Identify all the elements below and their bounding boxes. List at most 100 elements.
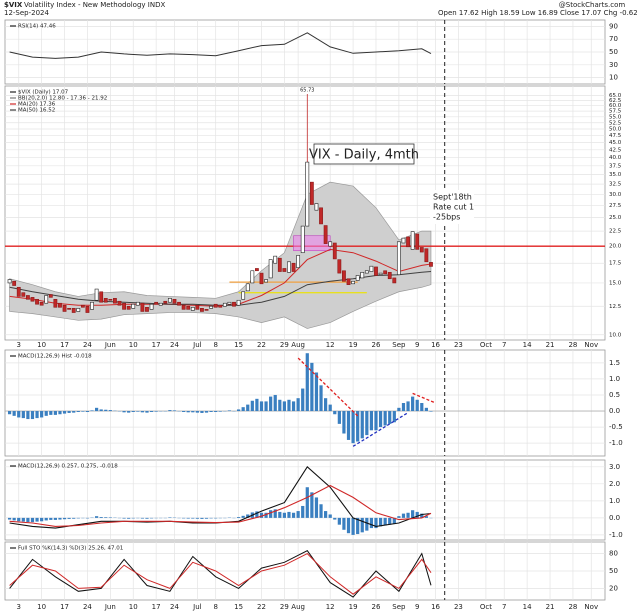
histogram-bar [369, 411, 374, 431]
histogram-bar [337, 411, 341, 424]
x-tick-label: 17 [60, 603, 69, 611]
candle [328, 241, 333, 247]
histogram-bar [374, 517, 378, 529]
histogram-bar [200, 517, 204, 519]
histogram-bar [186, 517, 190, 519]
histogram-bar [333, 411, 337, 415]
annotation: Rate cut 1 [433, 203, 474, 212]
y-tick-label: 55.0 [609, 114, 622, 120]
candle [250, 270, 255, 284]
candle [268, 259, 273, 279]
y-tick-label: 30.0 [609, 192, 622, 198]
candle [277, 257, 282, 272]
legend-entry: $VIX (Daily) 17.07 [18, 90, 69, 96]
y-tick-label: 10.0 [609, 332, 622, 338]
histogram-bar [429, 411, 433, 412]
x-tick-label: 10 [129, 341, 138, 349]
x-tick-label: 7 [502, 603, 506, 611]
x-tick-label: 24 [83, 341, 92, 349]
candle [296, 255, 301, 268]
candle [58, 302, 62, 308]
histogram-bar [378, 517, 383, 527]
x-tick-label: 8 [213, 603, 217, 611]
x-tick-label: Nov [584, 341, 598, 349]
x-tick-label: 8 [213, 341, 217, 349]
x-tick-label: 21 [546, 603, 555, 611]
histogram-bar [342, 411, 346, 434]
y-tick-label: 27.5 [609, 203, 622, 209]
bollinger-band [9, 181, 432, 329]
histogram-bar [388, 411, 392, 424]
x-tick-label: 29 [280, 341, 289, 349]
y-tick-label: -1.0 [609, 531, 623, 539]
y-tick-label: 1.0 [609, 375, 620, 383]
x-tick-label: Jul [192, 603, 202, 611]
histogram-bar [104, 409, 108, 412]
histogram-bar [209, 517, 213, 519]
histogram-bar [149, 411, 154, 412]
x-tick-label: 3 [17, 603, 21, 611]
candle [309, 181, 314, 205]
trend-line [297, 357, 359, 417]
histogram-bar [246, 514, 250, 518]
histogram-bar [264, 512, 268, 518]
histogram-bar [301, 505, 305, 518]
candle [305, 161, 310, 227]
y-tick-label: 50 [609, 567, 618, 575]
histogram-bar [406, 512, 410, 518]
histogram-bar [278, 511, 282, 518]
candle [122, 302, 126, 310]
histogram-bar [131, 517, 135, 519]
histogram-bar [406, 401, 410, 412]
x-tick-label: Jun [104, 341, 116, 349]
histogram-bar [140, 411, 145, 413]
histogram-bar [21, 517, 25, 522]
histogram-bar [200, 411, 204, 413]
histogram-bar [346, 517, 351, 534]
candle [314, 203, 319, 211]
candle [80, 304, 85, 308]
candle [396, 241, 401, 275]
histogram-bar [337, 517, 341, 525]
candle [222, 302, 227, 307]
x-tick-label: Jun [104, 603, 116, 611]
candle [149, 303, 154, 310]
histogram-bar [264, 401, 268, 412]
y-tick-label: 50 [609, 48, 618, 56]
y-tick-label: 22.5 [609, 229, 622, 235]
histogram-bar [35, 411, 39, 419]
y-tick-label: 32.5 [609, 182, 622, 188]
candle [145, 306, 149, 312]
histogram-bar [411, 396, 415, 412]
candle [218, 304, 223, 308]
y-tick-label: 62.5 [609, 98, 622, 104]
candle [53, 298, 58, 308]
y-tick-label: -1.0 [609, 439, 623, 447]
x-tick-label: 12 [326, 603, 335, 611]
histogram-bar [136, 411, 140, 412]
x-tick-label: 22 [257, 341, 266, 349]
histogram-bar [411, 510, 415, 518]
plot-area [5, 20, 605, 84]
histogram-bar [273, 394, 277, 412]
x-tick-label: 24 [170, 341, 179, 349]
histogram-bar [273, 509, 277, 518]
histogram-bar [301, 388, 305, 412]
x-tick-label: Oct [480, 603, 492, 611]
histogram-bar [365, 517, 369, 531]
histogram-bar [191, 411, 195, 413]
plot-area [5, 542, 605, 600]
candle [282, 268, 287, 272]
histogram-bar [319, 504, 323, 518]
candle [126, 305, 131, 310]
histogram-bar [310, 362, 314, 412]
candle [71, 308, 76, 313]
histogram-bar [269, 396, 273, 412]
histogram-bar [420, 513, 424, 518]
histogram-bar [255, 511, 259, 518]
x-tick-label: 24 [83, 603, 92, 611]
histogram-bar [127, 411, 131, 413]
y-tick-label: 20.0 [609, 244, 622, 250]
x-tick-label: 19 [349, 603, 358, 611]
y-tick-label: 30 [609, 61, 618, 69]
